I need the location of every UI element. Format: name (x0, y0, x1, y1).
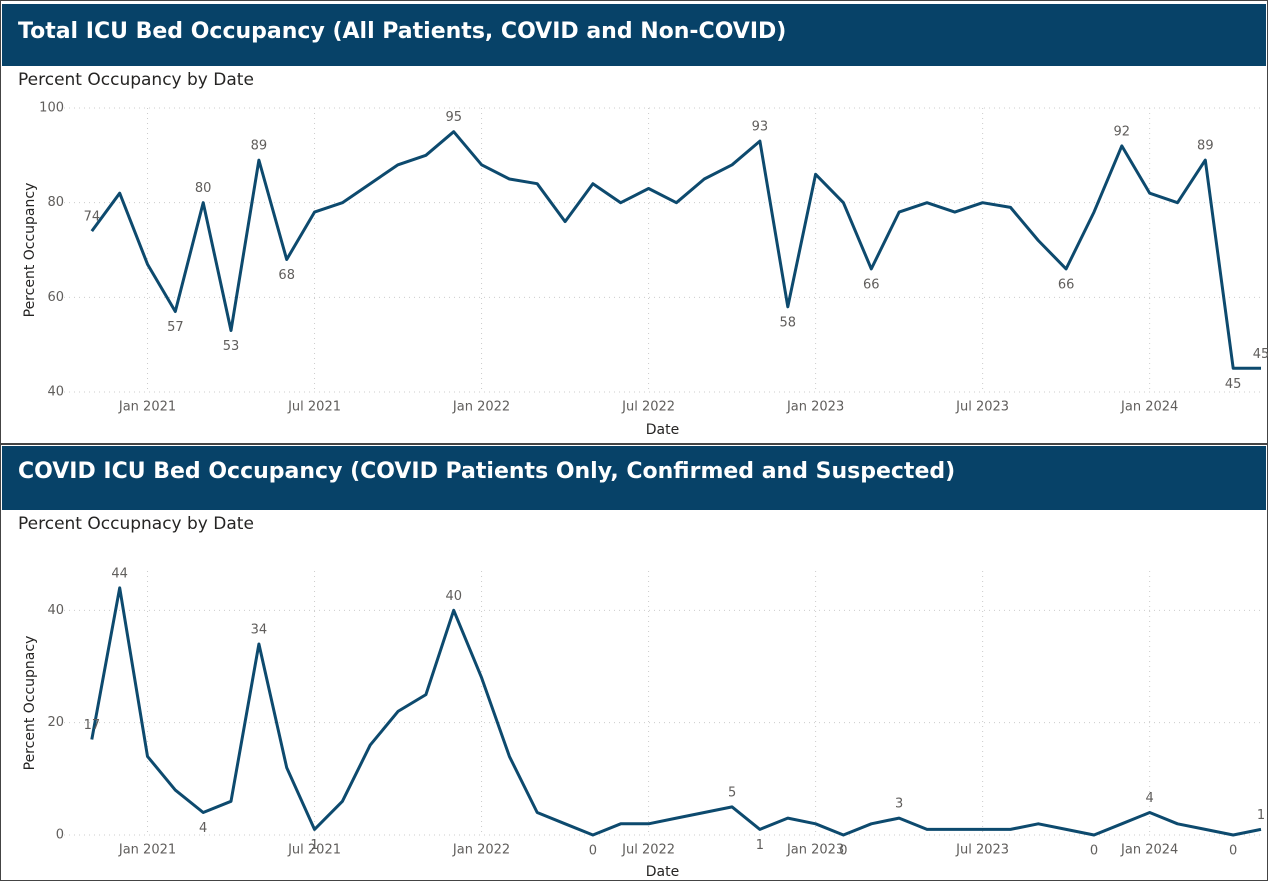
data-label: 44 (111, 566, 128, 581)
data-label: 0 (589, 844, 597, 859)
data-label: 4 (1146, 791, 1154, 806)
panel-header (2, 4, 1266, 66)
panel-header (2, 446, 1266, 510)
data-label: 1 (756, 838, 764, 853)
x-tick-label: Jul 2022 (621, 843, 675, 858)
data-label: 34 (251, 623, 268, 638)
data-label: 89 (251, 139, 268, 154)
x-tick-label: Jul 2023 (955, 400, 1009, 415)
data-label: 57 (167, 320, 184, 335)
data-label: 89 (1197, 139, 1214, 154)
data-label: 93 (752, 120, 769, 135)
data-label: 95 (445, 110, 462, 125)
data-label: 40 (445, 589, 462, 604)
x-tick-label: Jan 2023 (786, 843, 844, 858)
data-label: 66 (863, 277, 880, 292)
chart-subtitle: Percent Occupancy by Date (18, 70, 254, 90)
x-tick-label: Jul 2021 (287, 843, 341, 858)
y-tick-label: 100 (39, 101, 64, 116)
data-label: 0 (1090, 844, 1098, 859)
data-label: 1 (1257, 808, 1265, 823)
data-line (90, 130, 1261, 370)
data-label: 0 (839, 844, 847, 859)
y-tick-label: 40 (47, 385, 64, 400)
x-tick-label: Jan 2022 (452, 400, 510, 415)
x-tick-label: Jan 2022 (452, 843, 510, 858)
panel-border (0, 443, 1268, 881)
y-tick-label: 60 (47, 290, 64, 305)
y-tick-label: 80 (47, 195, 64, 210)
y-tick-label: 0 (56, 828, 64, 843)
chart-subtitle: Percent Occupnacy by Date (18, 514, 254, 534)
data-label: 4 (199, 821, 207, 836)
y-tick-label: 40 (47, 603, 64, 618)
y-tick-label: 20 (47, 715, 64, 730)
data-label: 66 (1058, 277, 1075, 292)
x-tick-label: Jul 2022 (621, 400, 675, 415)
panel-title: COVID ICU Bed Occupancy (COVID Patients … (18, 459, 955, 484)
data-label: 3 (895, 797, 903, 812)
data-label: 92 (1114, 124, 1131, 139)
data-label: 53 (223, 339, 240, 354)
x-tick-label: Jul 2021 (287, 400, 341, 415)
y-axis-title: Percent Occupancy (22, 183, 38, 318)
data-line (90, 586, 1262, 837)
x-tick-label: Jan 2024 (1120, 400, 1178, 415)
x-tick-label: Jan 2021 (118, 843, 176, 858)
data-label: 74 (84, 210, 101, 225)
data-label: 68 (278, 268, 295, 283)
x-axis-title: Date (646, 864, 679, 880)
x-tick-label: Jan 2021 (118, 400, 176, 415)
data-label: 0 (1229, 844, 1237, 859)
data-label: 5 (728, 785, 736, 800)
data-label: 17 (84, 718, 101, 733)
data-label: 1 (310, 838, 318, 853)
x-tick-label: Jan 2024 (1120, 843, 1178, 858)
data-label: 45 (1253, 347, 1268, 362)
x-tick-label: Jul 2023 (955, 843, 1009, 858)
panel-title: Total ICU Bed Occupancy (All Patients, C… (18, 19, 786, 44)
data-label: 80 (195, 181, 212, 196)
data-label: 45 (1225, 377, 1242, 392)
x-axis-title: Date (646, 422, 679, 438)
y-axis-title: Percent Occupnacy (22, 636, 38, 771)
data-label: 58 (779, 315, 796, 330)
x-tick-label: Jan 2023 (786, 400, 844, 415)
